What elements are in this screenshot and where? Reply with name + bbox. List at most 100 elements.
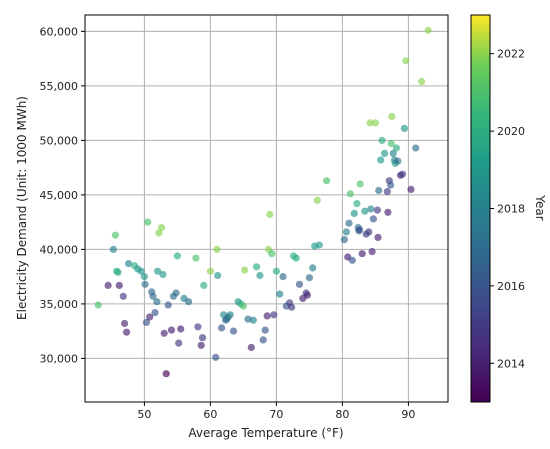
grid [85,15,448,402]
data-point [374,233,382,241]
data-point [140,273,148,281]
data-point [256,271,264,280]
data-point [94,301,102,309]
data-point [346,190,354,198]
data-point [123,328,131,336]
data-point [387,140,395,148]
data-point [394,157,402,165]
data-point [361,207,369,215]
data-point [115,281,123,289]
data-point [214,271,222,280]
data-point [340,236,348,244]
data-point [353,200,361,208]
data-point [366,119,374,127]
colorbar-label: Year [533,194,547,220]
data-point [418,77,426,86]
data-point [247,343,255,352]
y-axis-label: Electricity Demand (Unit: 1000 MWh) [15,96,29,320]
data-point [142,318,150,326]
data-point [342,228,350,236]
data-point [400,124,408,132]
y-tick-label: 40,000 [40,243,79,256]
data-point [292,254,300,262]
data-point [160,329,168,337]
data-point [213,245,221,253]
data-point [253,263,261,271]
data-point [402,57,410,65]
data-point [266,210,274,219]
data-point [387,181,395,189]
data-point [149,292,157,300]
data-point [194,323,202,331]
data-point [125,260,133,268]
data-point [378,136,386,144]
data-point [303,291,311,299]
x-tick-label: 60 [203,408,217,421]
data-point [175,339,183,347]
colorbar-tick-label: 2018 [497,203,525,216]
data-point [383,188,391,196]
x-axis-ticks: 50 60 70 80 90 [137,402,415,421]
data-point [263,312,271,320]
data-point [309,264,317,272]
data-point [424,26,432,34]
data-point [348,256,356,264]
data-point [345,219,353,227]
data-point [270,311,278,319]
data-point [177,325,185,333]
data-point [162,370,170,378]
y-tick-label: 30,000 [40,352,79,365]
x-tick-label: 80 [335,408,349,421]
data-point [356,226,364,234]
data-point [388,112,396,120]
colorbar-tick-label: 2020 [497,125,525,138]
data-point [173,252,181,260]
data-point [200,281,208,289]
colorbar [470,14,491,403]
data-point [229,327,238,335]
x-tick-label: 90 [401,408,415,421]
data-point [398,170,407,178]
y-tick-label: 35,000 [40,298,79,311]
data-points [94,26,432,378]
data-point [218,324,226,332]
data-point [407,185,415,193]
y-tick-label: 60,000 [40,25,79,38]
data-point [226,311,234,319]
data-point [261,326,269,334]
plot-area-frame [84,14,449,403]
data-point [358,250,366,258]
data-point [192,254,200,262]
data-point [185,298,193,306]
data-point [295,280,304,288]
data-point [288,303,296,311]
data-point [276,290,284,298]
data-point [167,326,176,334]
data-point [104,281,112,289]
data-point [365,228,373,236]
data-point [197,341,205,349]
data-point [151,309,159,317]
data-point [369,215,377,223]
data-point [350,209,358,217]
data-point [153,298,161,306]
data-point [158,224,166,232]
colorbar-ticks: 2014 2016 2018 2020 2022 [490,48,525,370]
data-point [109,245,117,253]
data-point [377,156,385,164]
data-point [373,206,381,214]
colorbar-tick-label: 2016 [497,280,525,293]
data-point [412,144,420,152]
data-point [212,353,220,361]
data-point [137,267,145,275]
data-point [367,205,375,213]
data-point [313,196,321,204]
data-point [381,149,389,157]
y-tick-label: 45,000 [40,189,79,202]
data-point [389,149,397,157]
data-point [206,267,214,275]
data-point [159,270,167,279]
data-point [375,186,383,195]
x-axis-label: Average Temperature (°F) [188,426,343,440]
